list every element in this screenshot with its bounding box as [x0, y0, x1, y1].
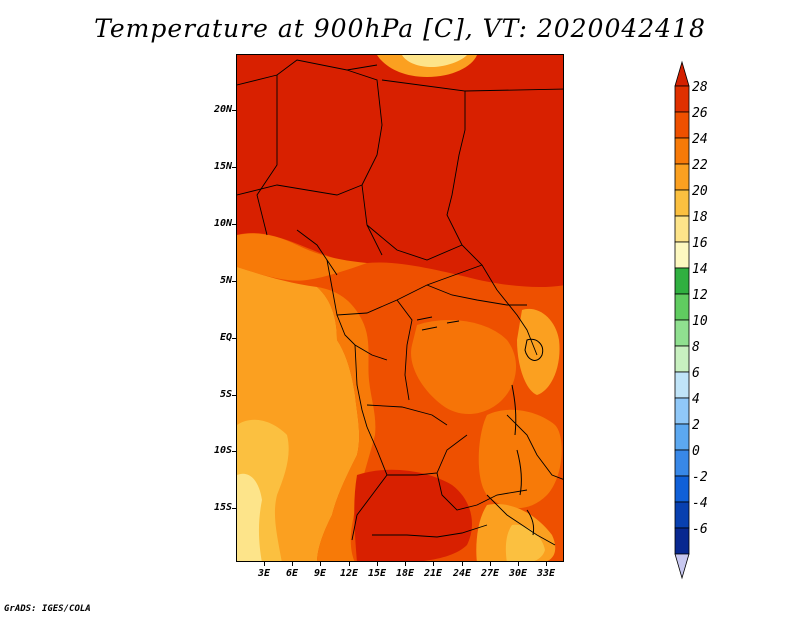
- y-axis-label: 20N: [213, 104, 232, 115]
- colorbar-box: [674, 397, 690, 425]
- colorbar-label: 14: [692, 262, 708, 277]
- colorbar-box: [674, 449, 690, 477]
- colorbar-box: [674, 137, 690, 165]
- x-tick: [546, 562, 547, 566]
- x-axis-label: 27E: [480, 568, 500, 579]
- y-tick: [232, 110, 236, 111]
- colorbar-box: [674, 371, 690, 399]
- colorbar-label: 10: [692, 314, 708, 329]
- y-axis-label: 5N: [219, 275, 232, 286]
- x-axis-label: 6E: [285, 568, 299, 579]
- colorbar-bottom-triangle: [674, 553, 690, 580]
- colorbar-label: 22: [692, 158, 708, 173]
- colorbar-box: [674, 241, 690, 269]
- x-axis-label: 24E: [452, 568, 472, 579]
- x-tick: [292, 562, 293, 566]
- colorbar-box: [674, 345, 690, 373]
- colorbar-box: [674, 215, 690, 243]
- x-axis-label: 15E: [367, 568, 387, 579]
- x-axis-label: 18E: [395, 568, 415, 579]
- colorbar-label: 24: [692, 132, 708, 147]
- credit-text: GrADS: IGES/COLA: [4, 604, 91, 614]
- map-title: Temperature at 900hPa [C], VT: 202004241…: [94, 14, 706, 43]
- colorbar-box: [674, 475, 690, 503]
- colorbar-label: 16: [692, 236, 708, 251]
- y-axis-label: 15S: [213, 502, 232, 513]
- x-axis-label: 12E: [339, 568, 359, 579]
- colorbar-label: 0: [692, 444, 700, 459]
- colorbar-label: 20: [692, 184, 708, 199]
- y-tick: [232, 338, 236, 339]
- colorbar-label: 26: [692, 106, 708, 121]
- colorbar-label: 6: [692, 366, 700, 381]
- colorbar-box: [674, 267, 690, 295]
- colorbar-label: 4: [692, 392, 700, 407]
- colorbar-label: 8: [692, 340, 700, 355]
- y-tick: [232, 451, 236, 452]
- y-axis-label: 10N: [213, 218, 232, 229]
- x-axis-label: 21E: [423, 568, 443, 579]
- colorbar-box: [674, 189, 690, 217]
- colorbar-label: 12: [692, 288, 708, 303]
- colorbar-label: 18: [692, 210, 708, 225]
- x-tick: [490, 562, 491, 566]
- y-tick: [232, 395, 236, 396]
- x-tick: [518, 562, 519, 566]
- x-tick: [264, 562, 265, 566]
- y-axis-label: EQ: [219, 332, 232, 343]
- y-axis-label: 5S: [219, 389, 232, 400]
- colorbar-box: [674, 111, 690, 139]
- y-tick: [232, 224, 236, 225]
- x-axis-label: 9E: [313, 568, 327, 579]
- temperature-map: [236, 54, 564, 562]
- x-tick: [377, 562, 378, 566]
- x-tick: [320, 562, 321, 566]
- colorbar-label: 28: [692, 80, 708, 95]
- x-axis-label: 30E: [508, 568, 528, 579]
- colorbar-top-triangle: [674, 60, 690, 87]
- colorbar-box: [674, 293, 690, 321]
- y-axis-label: 10S: [213, 445, 232, 456]
- y-tick: [232, 281, 236, 282]
- x-tick: [349, 562, 350, 566]
- colorbar-label: -2: [692, 470, 708, 485]
- map-canvas: [237, 55, 563, 561]
- colorbar-label: -6: [692, 522, 708, 537]
- colorbar-box: [674, 85, 690, 113]
- y-axis-label: 15N: [213, 161, 232, 172]
- y-tick: [232, 508, 236, 509]
- y-tick: [232, 167, 236, 168]
- colorbar-box: [674, 527, 690, 555]
- colorbar-box: [674, 319, 690, 347]
- colorbar-label: 2: [692, 418, 700, 433]
- x-axis-label: 33E: [536, 568, 556, 579]
- colorbar-box: [674, 423, 690, 451]
- x-tick: [433, 562, 434, 566]
- x-axis-label: 3E: [257, 568, 271, 579]
- x-tick: [462, 562, 463, 566]
- colorbar-label: -4: [692, 496, 708, 511]
- x-tick: [405, 562, 406, 566]
- colorbar-box: [674, 501, 690, 529]
- colorbar-box: [674, 163, 690, 191]
